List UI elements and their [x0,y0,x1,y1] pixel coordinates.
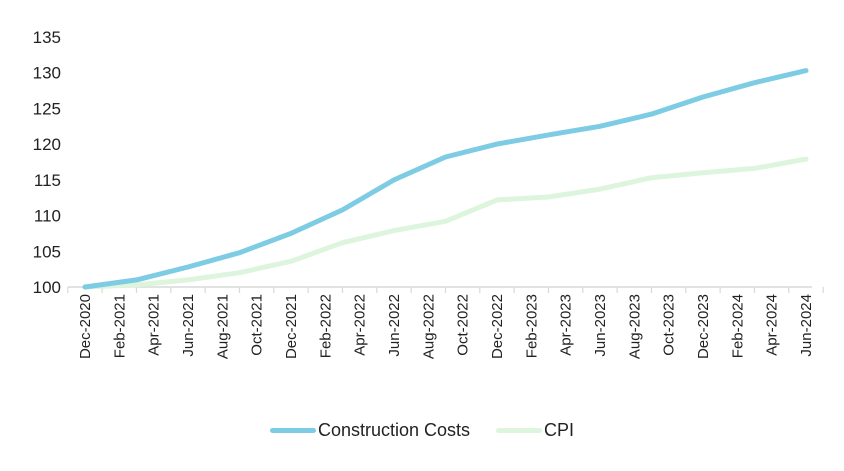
x-tick-label: Feb-2023 [523,294,540,358]
x-axis: Dec-2020 Feb-2021 Apr-2021 Jun-2021 Aug-2021… [67,286,824,359]
x-tick-label: Oct-2022 [455,294,472,356]
legend-item-cpi: CPI [496,420,574,441]
x-tick-label: Jun-2022 [386,294,403,357]
legend-item-construction-costs: Construction Costs [269,420,471,441]
x-tick-label: Jun-2021 [180,294,197,357]
x-tick-label: Oct-2023 [661,294,678,356]
y-tick-label: 135 [33,28,61,47]
x-tick-label: Apr-2021 [146,294,163,356]
x-tick-label: Apr-2024 [764,294,781,356]
x-tick-label: Jun-2024 [798,294,815,357]
legend-swatch-construction-costs [269,428,316,433]
y-tick-label: 115 [34,171,61,190]
x-tick-label: Feb-2021 [111,294,128,358]
x-tick-label: Dec-2022 [489,294,506,359]
x-tick-label: Dec-2021 [283,294,300,359]
x-tick-label: Aug-2023 [626,294,643,359]
y-axis: 100 105 110 115 120 125 130 135 [33,28,61,297]
x-tick-label: Apr-2022 [352,294,369,356]
x-tick-label: Feb-2022 [317,294,334,358]
series-line-construction-costs [82,68,809,290]
x-tick-label: Jun-2023 [592,294,609,357]
series-line-cpi [82,156,809,290]
x-tick-label: Aug-2021 [214,294,231,359]
y-tick-label: 110 [34,207,61,226]
x-tick-label: Aug-2022 [420,294,437,359]
y-tick-label: 125 [33,99,61,118]
x-tick-label: Apr-2023 [558,294,575,356]
legend-swatch-cpi [496,428,543,433]
series-lines [82,68,809,290]
x-tick-label: Dec-2023 [695,294,712,359]
legend-label-cpi: CPI [544,420,575,440]
legend-label-construction-costs: Construction Costs [317,420,471,440]
y-tick-label: 130 [33,64,61,83]
y-tick-label: 100 [33,278,61,297]
legend: Construction Costs CPI [0,420,844,441]
x-tick-label: Oct-2021 [249,294,266,356]
y-tick-label: 105 [33,242,61,261]
x-tick-label: Feb-2024 [729,294,746,358]
y-tick-label: 120 [33,135,61,154]
x-tick-label: Dec-2020 [77,294,94,359]
